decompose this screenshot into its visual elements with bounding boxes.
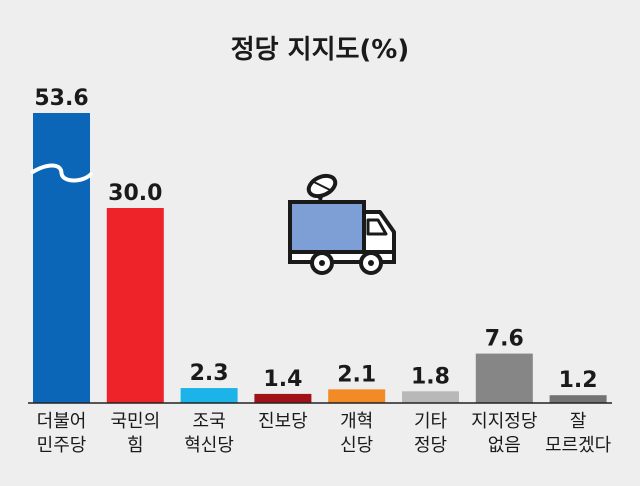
category-label-6-line-2: 정당	[414, 435, 447, 456]
category-label-3-line-2: 혁신당	[184, 435, 234, 456]
category-label-7-line-1: 지지정당	[471, 411, 537, 432]
value-label-6: 1.8	[411, 364, 450, 389]
category-label-8-line-1: 잘	[570, 411, 587, 432]
value-label-1: 53.6	[34, 86, 88, 111]
category-label-7-line-2: 없음	[488, 435, 521, 456]
bar-1	[33, 113, 90, 403]
bar-8	[549, 395, 607, 403]
bar-3	[180, 388, 238, 403]
value-label-5: 2.1	[337, 362, 376, 387]
bars-group	[29, 113, 607, 403]
broadcast-truck-icon	[288, 173, 396, 275]
bar-4	[254, 393, 312, 403]
value-label-8: 1.2	[559, 368, 598, 393]
category-label-5-line-1: 개혁	[340, 411, 373, 432]
category-label-4-line-1: 진보당	[258, 411, 308, 432]
value-label-2: 30.0	[108, 181, 162, 206]
bar-2	[106, 208, 164, 403]
value-label-3: 2.3	[190, 361, 229, 386]
category-label-6-line-1: 기타	[414, 411, 448, 432]
category-label-2-line-1: 국민의	[110, 411, 160, 432]
chart-title: 정당 지지도(%)	[231, 35, 409, 65]
category-label-5-line-2: 신당	[340, 435, 373, 456]
category-label-2-line-2: 힘	[127, 435, 144, 456]
category-label-3-line-1: 조국	[193, 411, 226, 432]
bar-5	[328, 389, 386, 403]
axis-break-mark	[29, 163, 94, 183]
bar-7	[475, 353, 533, 403]
value-label-7: 7.6	[485, 327, 524, 352]
value-label-4: 1.4	[263, 367, 302, 392]
category-label-8-line-2: 모르겠다	[545, 435, 612, 456]
bar-6	[402, 391, 459, 403]
value-labels-group: 53.6 30.0 2.3 1.4 2.1 1.8 7.6 1.2	[34, 86, 597, 393]
category-label-1-line-1: 더불어	[37, 411, 87, 432]
category-label-1-line-2: 민주당	[37, 435, 87, 456]
